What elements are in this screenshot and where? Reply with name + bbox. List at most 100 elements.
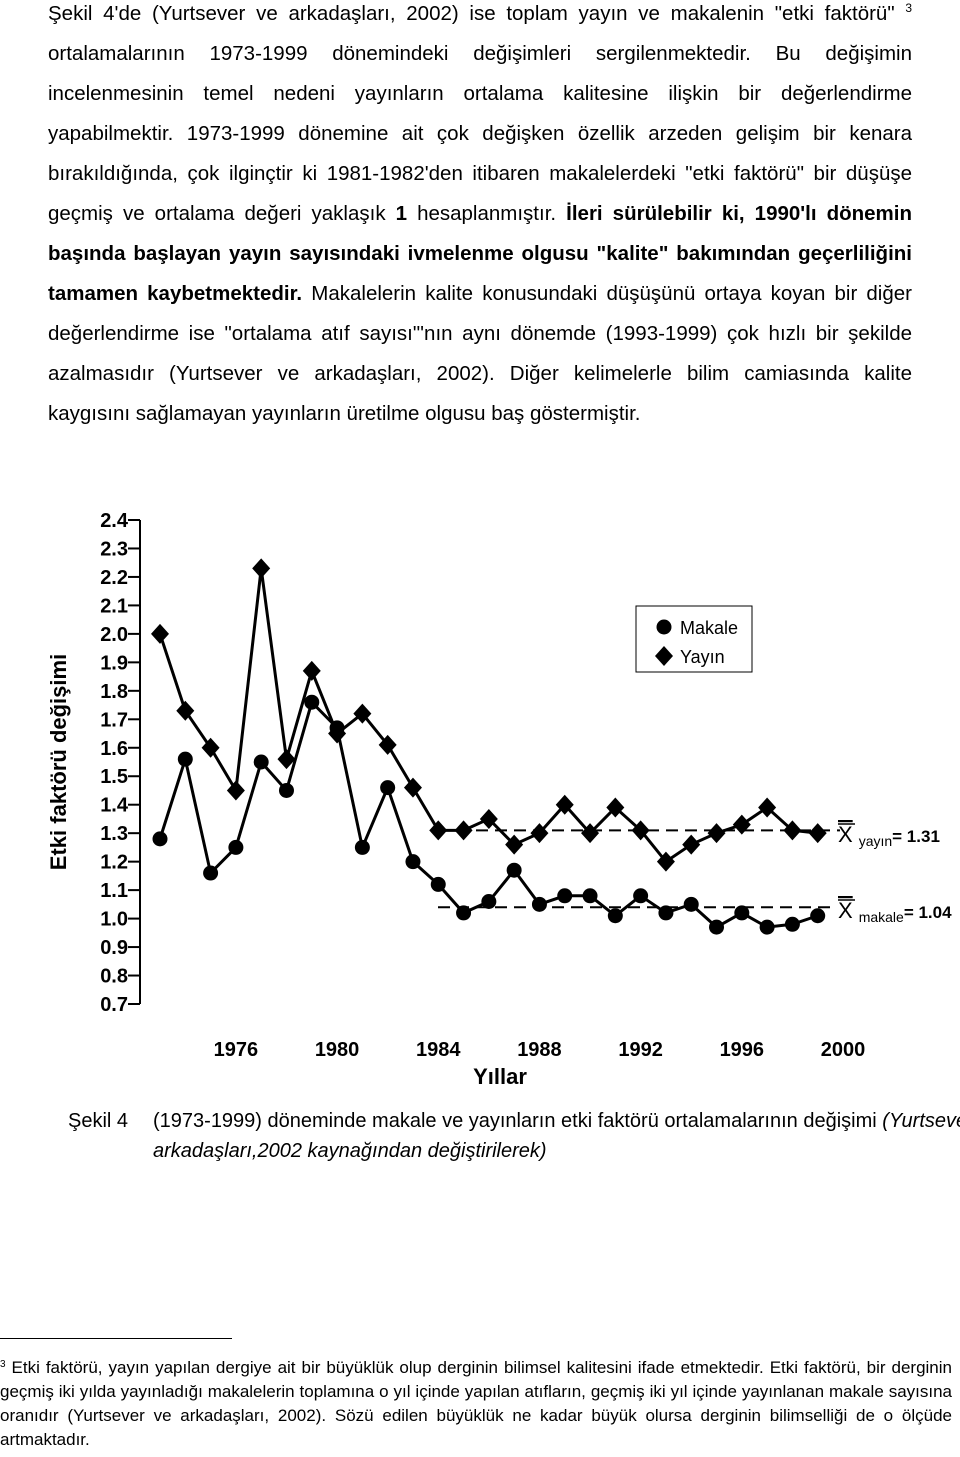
text: Şekil 4'de (Yurtsever ve arkadaşları, 20…	[48, 2, 906, 25]
marker	[253, 754, 269, 770]
marker	[607, 908, 623, 924]
marker	[403, 777, 422, 798]
text: hesaplanmıştır.	[407, 202, 567, 225]
legend-label: Makale	[680, 618, 738, 638]
marker	[557, 888, 573, 904]
marker	[656, 851, 675, 872]
y-tick-label: 2.2	[100, 567, 128, 589]
marker	[277, 749, 296, 770]
footnote: 3 Etki faktörü, yayın yapılan dergiye ai…	[0, 1356, 952, 1452]
marker	[203, 865, 219, 881]
mean-subscript: makale	[859, 909, 904, 925]
marker	[531, 896, 547, 912]
y-tick-label: 1.7	[100, 709, 128, 731]
x-tick-label: 1976	[214, 1039, 259, 1061]
marker	[252, 558, 271, 579]
caption-source: (Yurtsever ve arkadaşları,2002 kaynağınd…	[153, 1110, 960, 1162]
legend-box	[635, 605, 753, 673]
chart: Etki faktörü değişimi Yıllar 0.7 0.8 0.9 1.…	[46, 510, 952, 1089]
marker	[378, 734, 397, 755]
marker	[505, 834, 524, 855]
marker	[278, 782, 294, 798]
caption-text: (1973-1999) döneminde makale ve yayınlar…	[153, 1110, 883, 1132]
marker	[201, 737, 220, 758]
marker	[226, 780, 245, 801]
caption: Şekil 4 (1973-1999) döneminde makale ve y…	[68, 1106, 960, 1166]
marker	[430, 876, 446, 892]
y-tick-label: 2.1	[100, 595, 128, 617]
x-tick-label: 1992	[618, 1039, 663, 1061]
text: ortalamalarının 1973-1999 dönemindeki de…	[48, 42, 912, 225]
marker	[177, 751, 193, 767]
x-axis-label: Yıllar	[473, 1064, 527, 1089]
marker	[456, 905, 472, 921]
marker	[759, 919, 775, 935]
marker	[354, 839, 370, 855]
y-tick-label: 0.8	[100, 966, 128, 988]
marker	[783, 820, 802, 841]
marker	[429, 820, 448, 841]
footnote-text: Etki faktörü, yayın yapılan dergiye ait …	[0, 1358, 952, 1449]
footnote-ref: 3	[905, 1, 912, 15]
y-tick-label: 1.3	[100, 823, 128, 845]
caption-label: Şekil 4	[68, 1110, 129, 1132]
marker	[506, 862, 522, 878]
text: İleri sürülebilir ki, 1990'lı dönemin ba…	[48, 202, 912, 305]
marker	[454, 820, 473, 841]
marker	[228, 839, 244, 855]
mean-subscript: yayın	[859, 833, 892, 849]
x-tick-label: 1980	[315, 1039, 360, 1061]
marker	[631, 820, 650, 841]
marker	[152, 831, 168, 847]
marker	[734, 905, 750, 921]
marker	[302, 660, 321, 681]
marker	[555, 794, 574, 815]
marker	[683, 896, 699, 912]
marker	[732, 814, 751, 835]
marker	[682, 834, 701, 855]
marker	[709, 919, 725, 935]
y-tick-label: 1.8	[100, 681, 128, 703]
marker	[151, 623, 169, 644]
y-tick-label: 1.4	[100, 795, 129, 817]
marker	[633, 888, 649, 904]
x-tick-label: 2000	[821, 1039, 866, 1061]
mean-value: = 1.04	[904, 903, 952, 922]
marker	[481, 894, 497, 910]
marker	[758, 797, 777, 818]
y-tick-label: 1.1	[100, 880, 128, 902]
y-tick-label: 2.4	[100, 510, 129, 532]
legend-label: Yayın	[680, 647, 725, 667]
marker	[808, 823, 827, 844]
y-tick-label: 1.9	[100, 652, 128, 674]
footnote-rule	[0, 1338, 232, 1339]
mean-symbol: X	[838, 822, 853, 847]
marker	[479, 808, 498, 829]
paragraph: Şekil 4'de (Yurtsever ve arkadaşları, 20…	[48, 0, 912, 434]
marker	[784, 916, 800, 932]
marker	[328, 723, 347, 744]
y-tick-label: 1.6	[100, 738, 128, 760]
marker	[405, 854, 421, 870]
x-tick-label: 1988	[517, 1039, 562, 1061]
mean-value: = 1.31	[892, 827, 940, 846]
x-tick-label: 1996	[720, 1039, 765, 1061]
y-tick-label: 1.5	[100, 766, 128, 788]
mean-symbol: X	[838, 898, 853, 923]
text: Makalelerin kalite konusundaki düşüşünü …	[48, 282, 912, 425]
marker	[581, 823, 600, 844]
marker	[810, 908, 826, 924]
marker	[176, 700, 195, 721]
marker	[380, 780, 396, 796]
marker	[304, 694, 320, 710]
y-axis-label: Etki faktörü değişimi	[46, 654, 71, 870]
footnote-mark: 3	[0, 1359, 6, 1370]
marker	[530, 823, 549, 844]
y-tick-label: 1.2	[100, 852, 128, 874]
y-tick-label: 2.3	[100, 538, 128, 560]
x-tick-label: 1984	[416, 1039, 461, 1061]
y-tick-label: 0.7	[100, 994, 128, 1016]
